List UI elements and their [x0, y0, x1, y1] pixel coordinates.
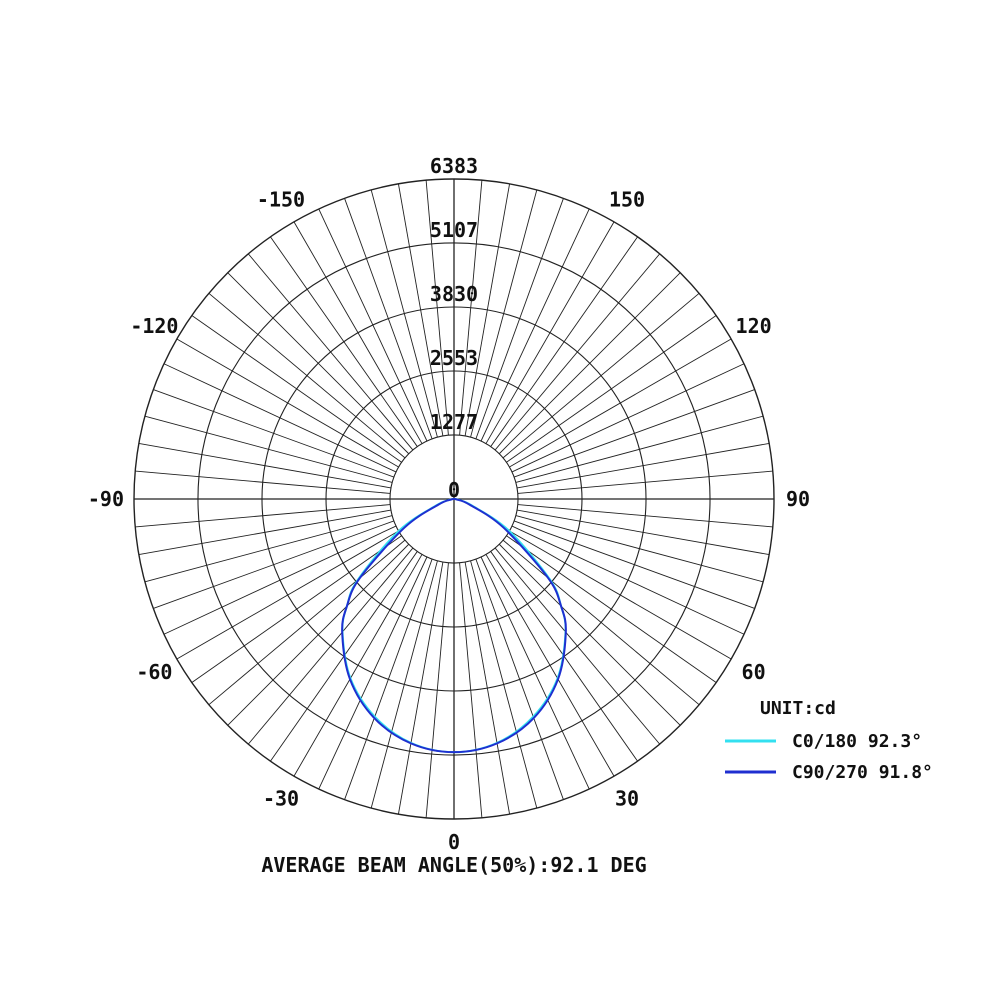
angle-label: 0 — [448, 830, 460, 854]
ring-label: 5107 — [430, 218, 478, 242]
legend: UNIT:cd C0/180 92.3° C90/270 91.8° — [725, 698, 933, 783]
angle-label: 120 — [736, 314, 772, 338]
polar-grid — [133, 178, 775, 820]
legend-unit-label: UNIT:cd — [760, 698, 836, 719]
angle-label: 150 — [609, 187, 645, 211]
angle-label: -60 — [136, 660, 172, 684]
ring-label: 6383 — [430, 154, 478, 178]
angle-label: -30 — [263, 787, 299, 811]
series-layer — [341, 497, 567, 754]
angle-label: -150 — [257, 187, 305, 211]
ring-label: 3830 — [430, 282, 478, 306]
legend-entry-c0: C0/180 92.3° — [792, 731, 922, 752]
ring-label: 1277 — [430, 410, 478, 434]
ring-labels: 0 1277 2553 3830 5107 6383 — [430, 154, 478, 502]
beam-angle-footer: AVERAGE BEAM ANGLE(50%):92.1 DEG — [261, 853, 646, 877]
angle-label: -120 — [130, 314, 178, 338]
legend-entry-c90: C90/270 91.8° — [792, 762, 933, 783]
angle-label: 60 — [742, 660, 766, 684]
grid-ring — [197, 242, 711, 756]
series-line-c90-270 — [341, 497, 567, 754]
angle-label: 30 — [615, 787, 639, 811]
angle-label: 90 — [786, 487, 810, 511]
grid-ring — [389, 434, 519, 564]
grid-ring — [325, 370, 583, 628]
ring-label: 0 — [448, 478, 460, 502]
ring-label: 2553 — [430, 346, 478, 370]
grid-ring — [133, 178, 775, 820]
angle-labels: 0 30 60 90 120 150 -30 -60 -90 -120 -150 — [88, 187, 810, 854]
grid-ring — [261, 306, 647, 692]
angle-label: -90 — [88, 487, 124, 511]
